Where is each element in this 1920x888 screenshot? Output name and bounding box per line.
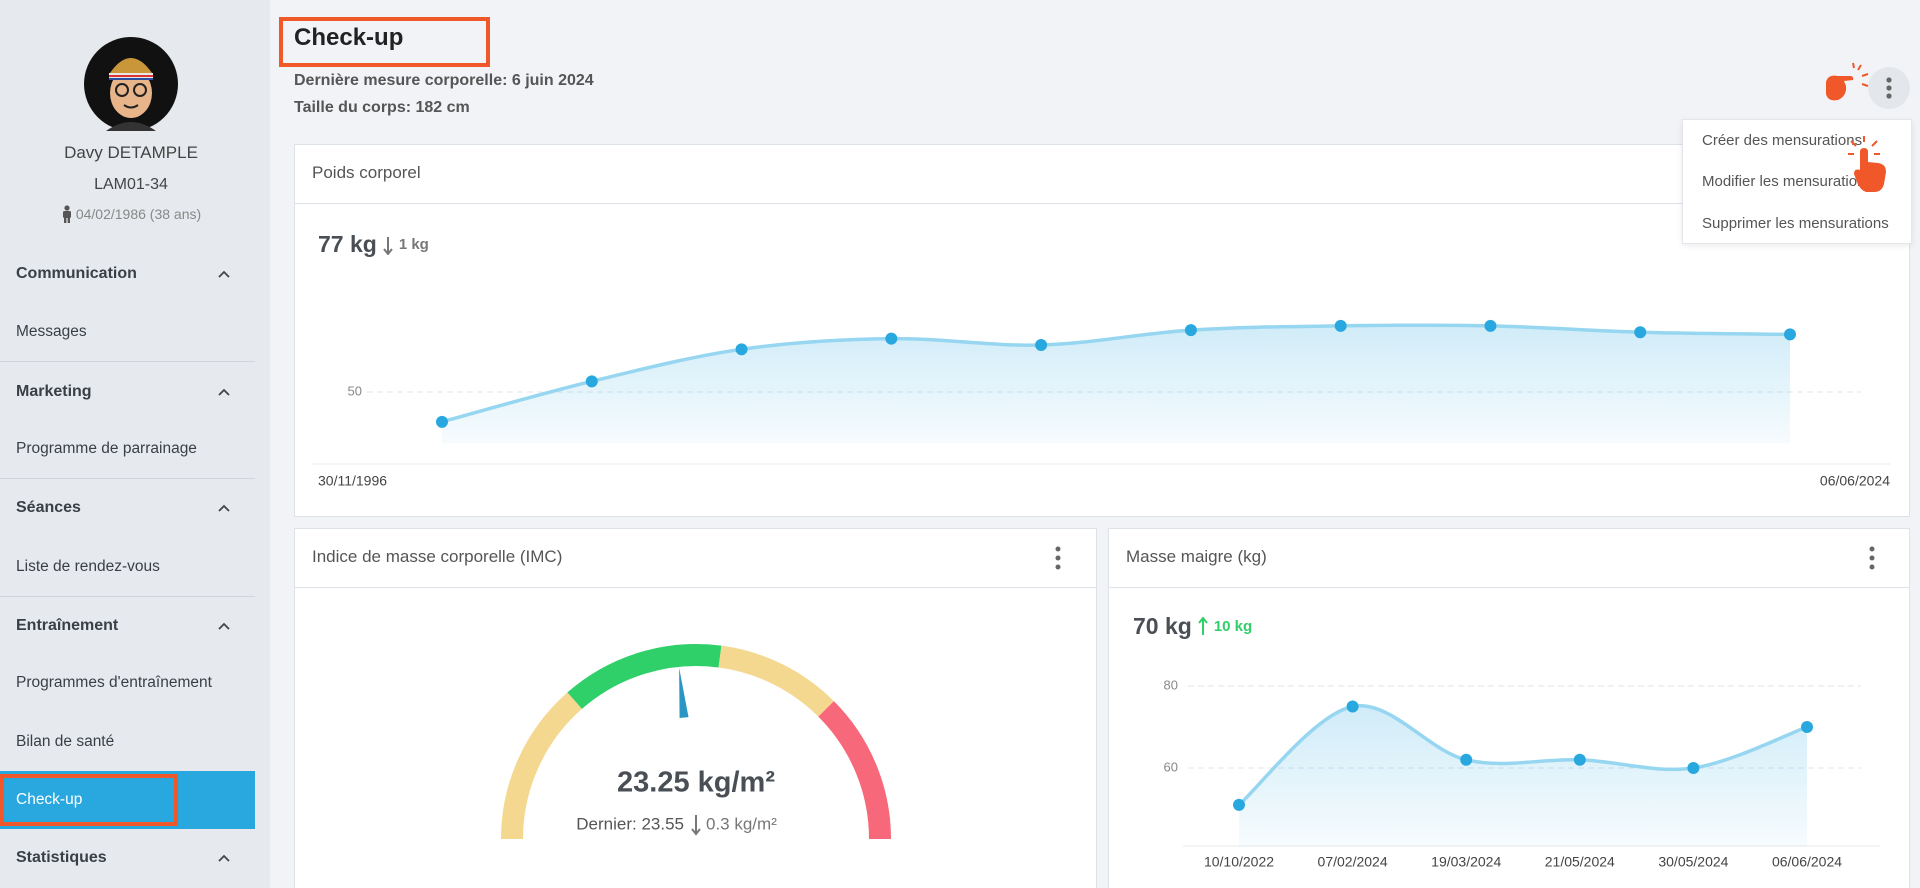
page-title: Check-up — [294, 24, 404, 51]
profile-name: Davy DETAMPLE — [64, 143, 198, 162]
arrow-part — [1198, 616, 1208, 624]
pointer-hand — [1826, 62, 1869, 101]
profile-birth: 04/02/1986 (38 ans) — [75, 206, 202, 222]
highlight-box — [279, 17, 490, 67]
delta-value: 10 kg — [1213, 618, 1253, 635]
card: Masse maigre (kg) 70 kg 10 kg — [1108, 528, 1910, 888]
current-value: 77 kg — [318, 231, 377, 257]
chevron-up[interactable] — [217, 853, 231, 863]
menu-item[interactable]: Créer des mensurations — [1702, 132, 1863, 149]
page-actions — [1826, 62, 1910, 192]
delta-arrow — [383, 236, 393, 255]
chevron-up[interactable] — [217, 503, 231, 513]
body-height: Taille du corps: 182 cm — [294, 99, 470, 116]
profile-birth-row: 04/02/1986 (38 ans) — [0, 203, 262, 225]
avatar — [84, 37, 178, 131]
profile-code: LAM01-34 — [94, 176, 168, 193]
nav-section[interactable]: Entraînement — [16, 617, 119, 634]
highlight-box — [0, 774, 178, 826]
card-title: Indice de masse corporelle (IMC) — [312, 547, 563, 566]
kebab-button[interactable] — [1055, 546, 1061, 570]
delta-value: 1 kg — [398, 236, 429, 253]
divider — [0, 596, 255, 597]
card-header: Indice de masse corporelle (IMC) — [295, 529, 1096, 588]
nav-section[interactable]: Statistiques — [16, 849, 107, 866]
nav-item[interactable]: Messages — [16, 323, 87, 340]
current-value: 70 kg — [1133, 613, 1192, 639]
card: Poids corporel 77 kg 1 kg — [294, 144, 1910, 517]
chevron-up[interactable] — [217, 269, 231, 279]
active-item-bg[interactable] — [0, 771, 255, 829]
current-stat: 70 kg 10 kg — [1133, 613, 1252, 640]
card-header: Masse maigre (kg) — [1109, 529, 1909, 588]
card: Indice de masse corporelle (IMC) — [294, 528, 1097, 888]
person-icon — [62, 205, 71, 223]
nav-item[interactable]: Bilan de santé — [16, 733, 115, 750]
nav-item[interactable]: Programmes d'entraînement — [16, 674, 212, 691]
nav-item-active[interactable]: Check-up — [16, 791, 83, 808]
card-title: Poids corporel — [312, 163, 421, 182]
delta-arrow — [1198, 616, 1208, 635]
kebab-dot — [1886, 77, 1892, 83]
menu-item[interactable]: Modifier les mensurations — [1702, 173, 1873, 190]
kebab-button[interactable] — [1869, 546, 1875, 570]
nav-section[interactable]: Marketing — [16, 383, 92, 400]
pointer-hand — [1848, 136, 1886, 192]
card-header: Poids corporel — [295, 145, 1909, 204]
last-measure: Dernière mesure corporelle: 6 juin 2024 — [294, 72, 594, 89]
sidebar: Davy DETAMPLE LAM01-34 04/02/1986 (38 an… — [0, 0, 270, 888]
kebab-dot — [1886, 85, 1892, 91]
chevron-up[interactable] — [217, 387, 231, 397]
nav-section[interactable]: Séances — [16, 499, 81, 516]
menu-item[interactable]: Supprimer les mensurations — [1702, 215, 1889, 232]
arrow-part — [383, 247, 393, 255]
divider — [0, 478, 255, 479]
nav-item[interactable]: Liste de rendez-vous — [16, 558, 160, 575]
chevron-up[interactable] — [217, 621, 231, 631]
nav-section[interactable]: Communication — [16, 265, 137, 282]
kebab-dot — [1886, 93, 1892, 99]
divider — [0, 361, 255, 362]
current-stat: 77 kg 1 kg — [318, 231, 429, 258]
card-title: Masse maigre (kg) — [1126, 547, 1267, 566]
nav-item[interactable]: Programme de parrainage — [16, 440, 197, 457]
